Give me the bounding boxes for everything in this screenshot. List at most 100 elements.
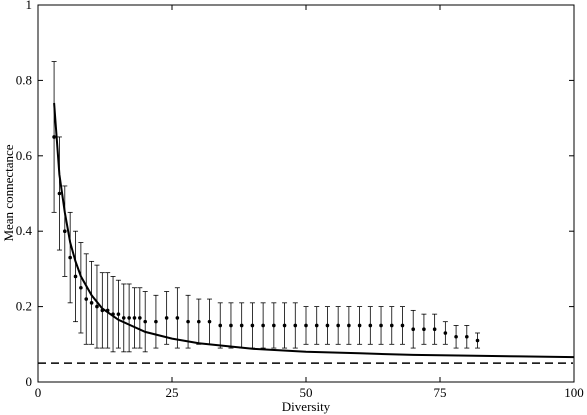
- point-marker: [250, 323, 255, 328]
- point-marker: [121, 316, 126, 320]
- data-point: [217, 302, 223, 349]
- data-point: [260, 302, 266, 349]
- point-marker: [132, 316, 137, 320]
- data-point: [282, 302, 288, 349]
- points-layer: [51, 61, 481, 353]
- point-marker: [411, 327, 416, 332]
- point-marker: [164, 316, 169, 320]
- data-point: [105, 272, 111, 349]
- x-tick-label: 0: [35, 385, 42, 400]
- x-tick-label: 25: [166, 385, 179, 400]
- point-marker: [229, 323, 233, 328]
- point-marker: [138, 316, 142, 320]
- point-marker: [357, 323, 362, 328]
- data-point: [94, 264, 100, 349]
- point-marker: [293, 323, 298, 328]
- point-marker: [432, 327, 437, 332]
- point-marker: [52, 135, 56, 139]
- point-marker: [116, 312, 121, 316]
- x-tick-label: 100: [564, 385, 584, 400]
- data-point: [185, 294, 191, 349]
- data-point: [346, 306, 352, 345]
- data-point: [137, 287, 143, 349]
- data-point: [142, 291, 148, 353]
- data-point: [303, 306, 309, 345]
- data-point: [453, 325, 459, 349]
- point-marker: [105, 308, 110, 313]
- point-marker: [100, 308, 105, 313]
- y-tick-label: 0: [26, 374, 33, 389]
- data-point: [367, 306, 373, 345]
- point-marker: [89, 301, 94, 305]
- point-marker: [400, 323, 405, 328]
- data-point: [464, 325, 470, 349]
- point-marker: [111, 312, 115, 316]
- point-marker: [465, 334, 469, 339]
- point-marker: [389, 323, 394, 328]
- data-point: [110, 276, 116, 353]
- data-point: [83, 253, 89, 345]
- data-point: [399, 306, 405, 345]
- data-point: [357, 306, 363, 345]
- y-tick-label: 1: [26, 0, 33, 12]
- y-axis-label: Mean connectance: [1, 144, 16, 241]
- data-point: [196, 298, 202, 345]
- data-point: [131, 287, 137, 349]
- y-tick-label: 0.6: [16, 148, 33, 163]
- point-marker: [143, 319, 147, 324]
- data-point: [389, 306, 395, 345]
- y-tick-label: 0.4: [16, 223, 33, 238]
- data-point: [324, 306, 330, 345]
- point-marker: [95, 304, 99, 309]
- data-point: [78, 242, 84, 334]
- point-marker: [368, 323, 373, 328]
- point-marker: [422, 327, 426, 332]
- data-point: [207, 298, 213, 345]
- data-point: [99, 272, 105, 349]
- data-point: [271, 302, 277, 349]
- x-tick-label: 75: [434, 385, 447, 400]
- point-marker: [79, 285, 83, 290]
- data-point: [89, 260, 95, 345]
- data-point: [174, 287, 180, 349]
- data-point: [126, 283, 132, 353]
- data-point: [421, 313, 427, 345]
- point-marker: [154, 319, 158, 324]
- data-point: [115, 279, 121, 349]
- point-marker: [379, 323, 383, 328]
- data-point: [56, 136, 62, 251]
- point-marker: [325, 323, 330, 328]
- data-point: [228, 302, 234, 349]
- data-point: [164, 291, 170, 345]
- y-tick-label: 0.8: [16, 72, 32, 87]
- fitted-curve: [53, 102, 575, 359]
- point-marker: [84, 297, 89, 301]
- data-point: [239, 302, 245, 349]
- data-point: [67, 211, 73, 304]
- point-marker: [68, 255, 72, 260]
- point-marker: [218, 323, 223, 328]
- point-marker: [175, 316, 180, 320]
- data-point: [62, 185, 68, 277]
- x-tick-label: 50: [300, 385, 313, 400]
- data-point: [249, 302, 255, 349]
- y-tick-label: 0.2: [16, 299, 32, 314]
- point-marker: [207, 319, 212, 324]
- point-marker: [63, 229, 67, 233]
- data-point: [432, 313, 438, 345]
- data-point: [51, 61, 57, 213]
- data-point: [442, 321, 448, 345]
- data-point: [314, 306, 320, 345]
- point-marker: [272, 323, 276, 328]
- data-point: [153, 294, 159, 349]
- data-point: [475, 332, 481, 349]
- data-point: [121, 283, 127, 353]
- x-axis-label: Diversity: [282, 399, 331, 414]
- point-marker: [282, 323, 287, 328]
- curve-layer: [53, 102, 575, 359]
- point-marker: [73, 274, 78, 279]
- data-point: [335, 306, 341, 345]
- data-point: [73, 230, 79, 323]
- data-point: [378, 306, 384, 345]
- point-marker: [261, 323, 265, 328]
